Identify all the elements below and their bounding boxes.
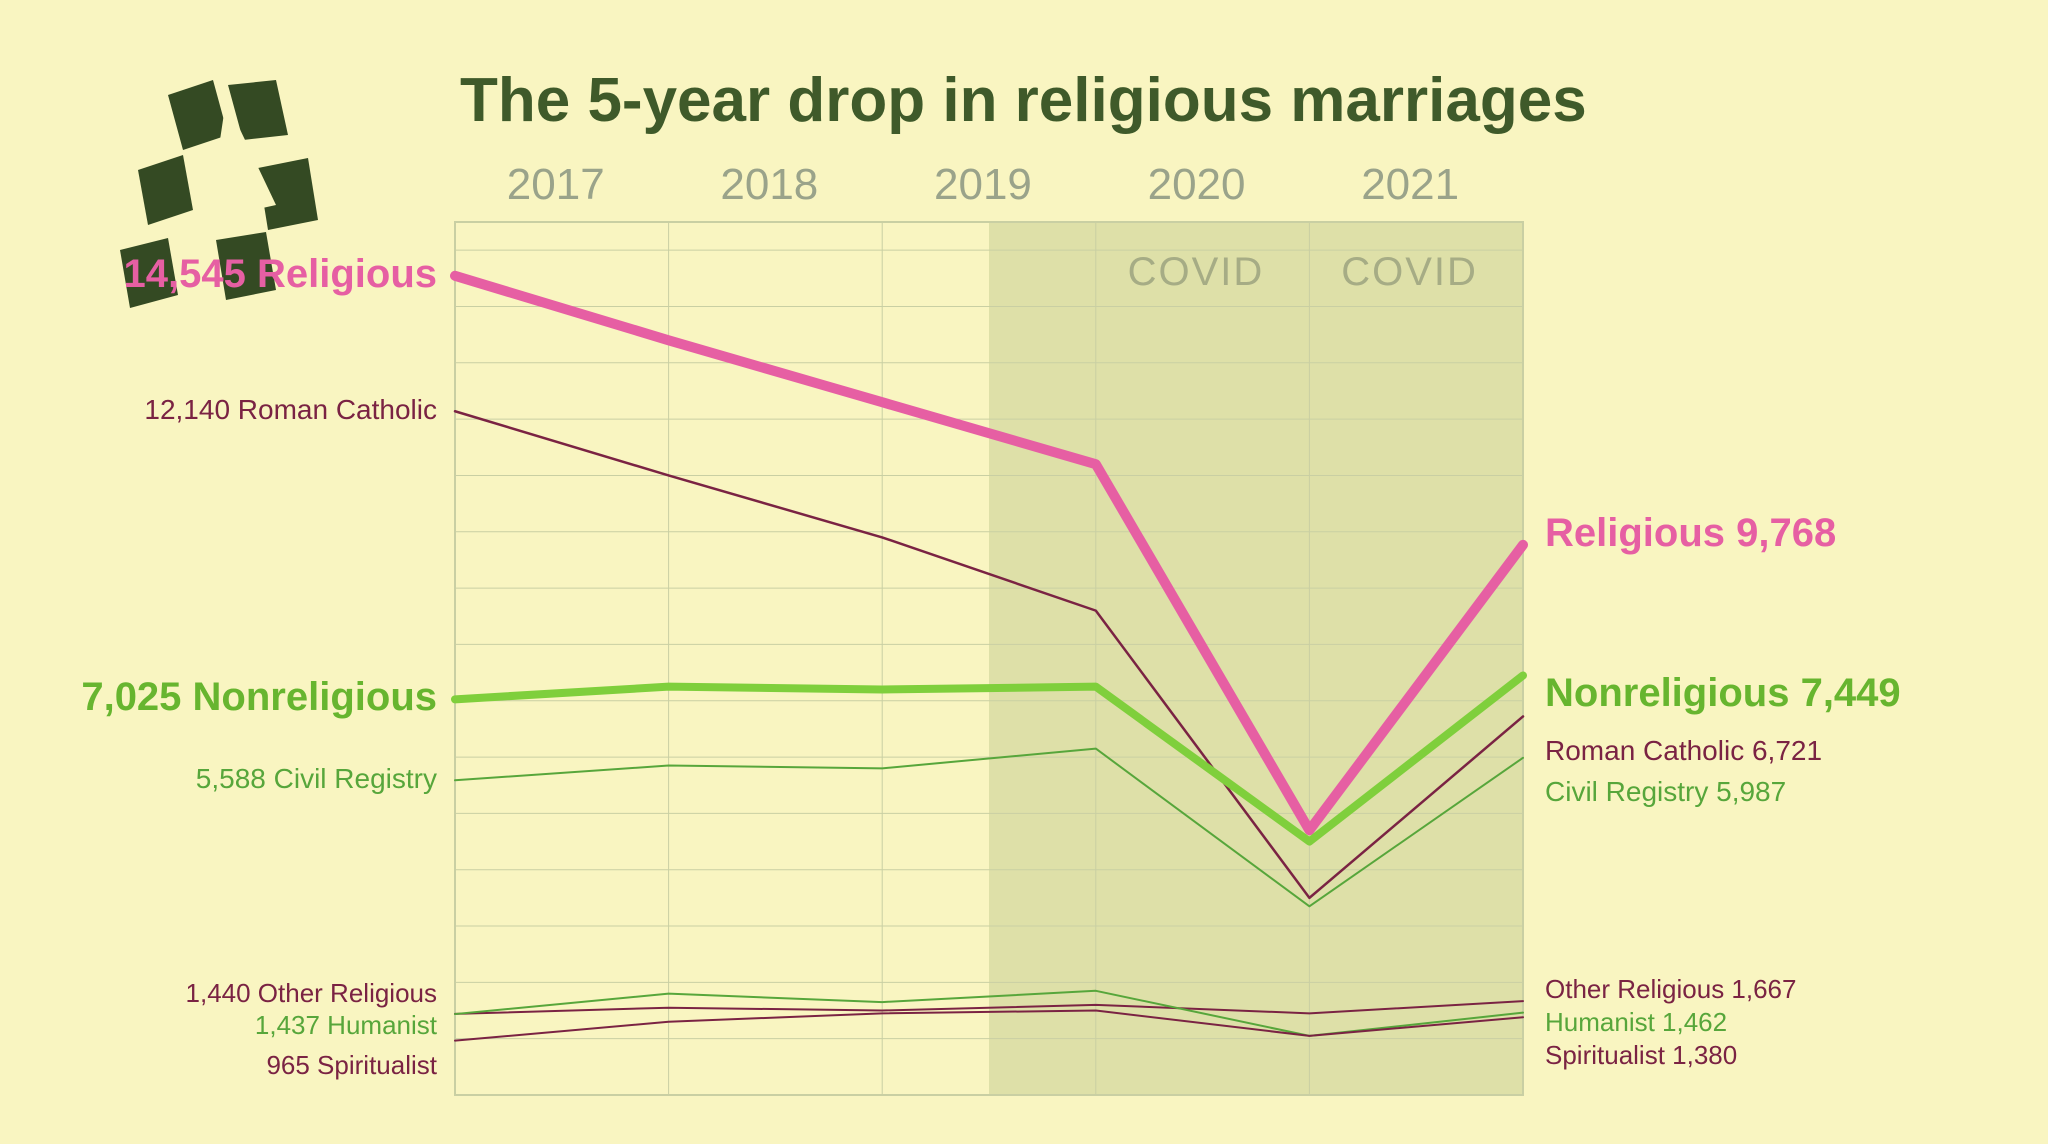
left-label-spiritualist: 965 Spiritualist: [266, 1050, 437, 1081]
left-label-humanist: 1,437 Humanist: [255, 1010, 437, 1041]
right-label-religious: Religious 9,768: [1545, 511, 1836, 556]
year-label: 2020: [1148, 160, 1246, 210]
right-label-civil_registry: Civil Registry 5,987: [1545, 776, 1786, 808]
right-label-humanist: Humanist 1,462: [1545, 1007, 1727, 1038]
year-label: 2017: [507, 160, 605, 210]
right-label-other_religious: Other Religious 1,667: [1545, 974, 1796, 1005]
left-label-other_religious: 1,440 Other Religious: [186, 978, 437, 1009]
covid-label: COVID: [1128, 250, 1265, 295]
year-label: 2021: [1361, 160, 1459, 210]
year-label: 2018: [720, 160, 818, 210]
right-label-nonreligious: Nonreligious 7,449: [1545, 671, 1901, 716]
left-label-roman_catholic: 12,140 Roman Catholic: [144, 394, 437, 426]
covid-label: COVID: [1341, 250, 1478, 295]
left-label-civil_registry: 5,588 Civil Registry: [196, 763, 437, 795]
year-label: 2019: [934, 160, 1032, 210]
left-label-nonreligious: 7,025 Nonreligious: [81, 675, 437, 720]
left-label-religious: 14,545 Religious: [124, 252, 437, 297]
right-label-spiritualist: Spiritualist 1,380: [1545, 1040, 1737, 1071]
right-label-roman_catholic: Roman Catholic 6,721: [1545, 735, 1822, 767]
